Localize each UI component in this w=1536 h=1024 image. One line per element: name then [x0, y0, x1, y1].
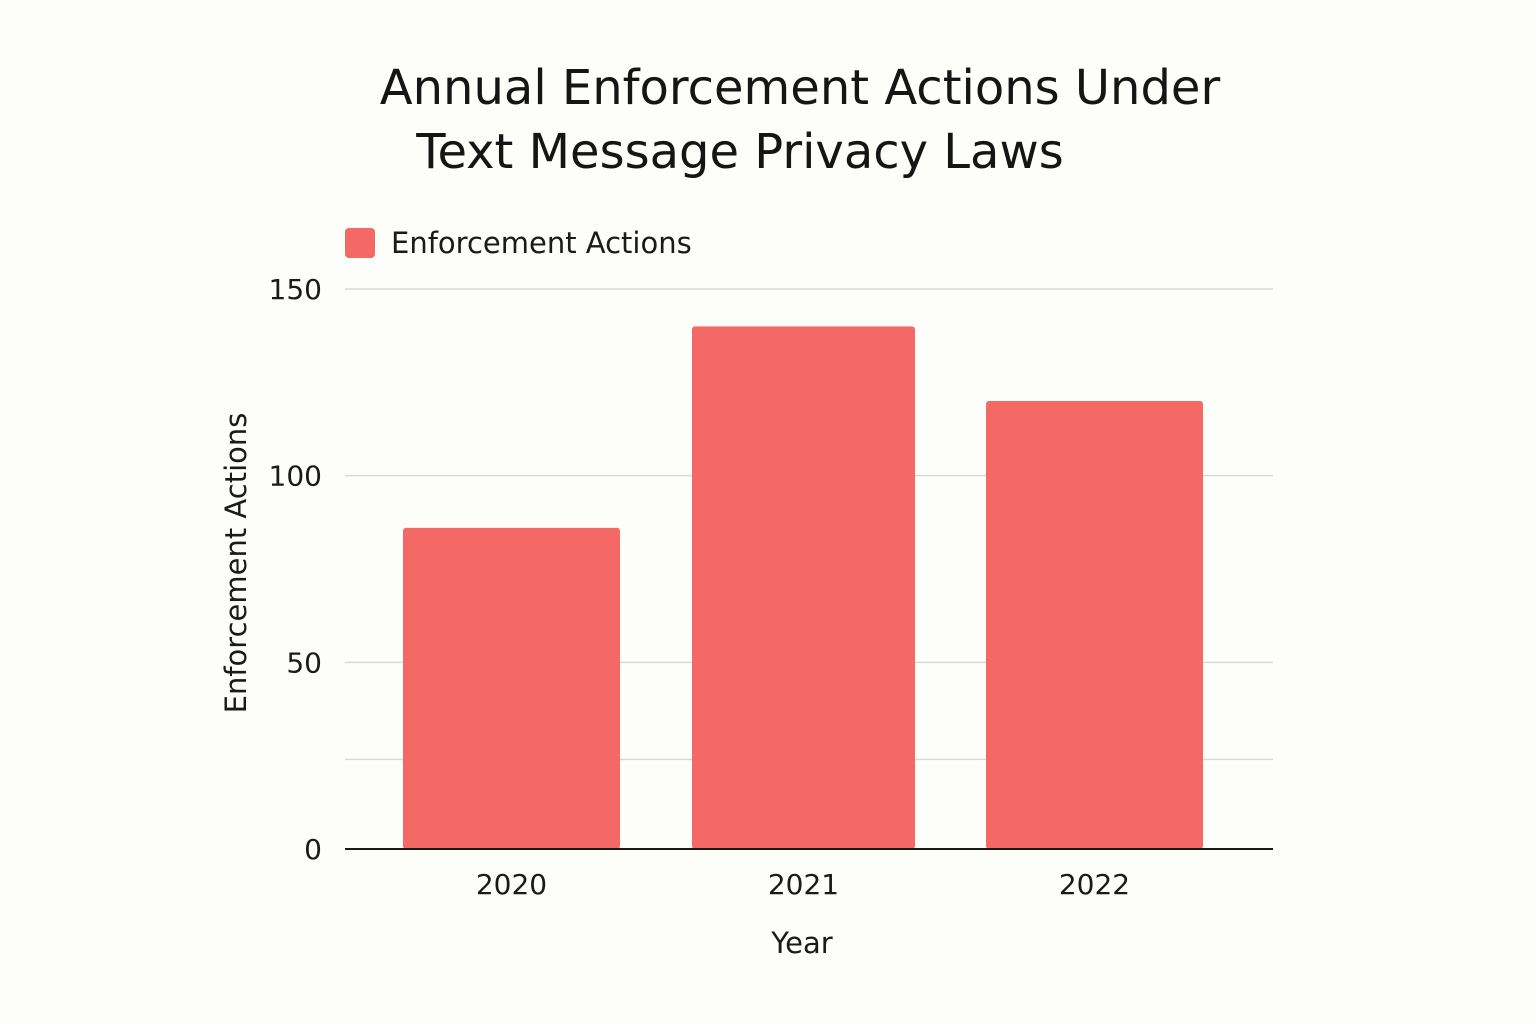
y-tick-labels: 0 50 100 150: [269, 273, 322, 866]
chart-title: Annual Enforcement Actions Under Text Me…: [360, 56, 1240, 184]
x-tick-label: 2021: [768, 868, 839, 901]
bar-2022: [986, 401, 1203, 849]
x-axis-title: Year: [770, 926, 832, 960]
x-tick-label: 2022: [1059, 868, 1130, 901]
legend-label: Enforcement Actions: [391, 226, 692, 260]
y-tick-label: 150: [269, 273, 322, 306]
x-tick-label: 2020: [476, 868, 547, 901]
bars: [403, 326, 1203, 849]
y-tick-label: 0: [304, 833, 322, 866]
y-axis-title: Enforcement Actions: [219, 413, 253, 714]
y-tick-label: 50: [286, 646, 322, 679]
chart-title-line-1: Annual Enforcement Actions Under: [379, 60, 1221, 116]
bar-2020: [403, 527, 620, 849]
x-tick-labels: 2020 2021 2022: [476, 868, 1130, 901]
y-tick-label: 100: [269, 460, 322, 493]
bar-2021: [692, 326, 915, 849]
legend-swatch: [345, 228, 375, 258]
legend: Enforcement Actions: [345, 226, 692, 260]
chart-title-line-2: Text Message Privacy Laws: [416, 124, 1064, 180]
